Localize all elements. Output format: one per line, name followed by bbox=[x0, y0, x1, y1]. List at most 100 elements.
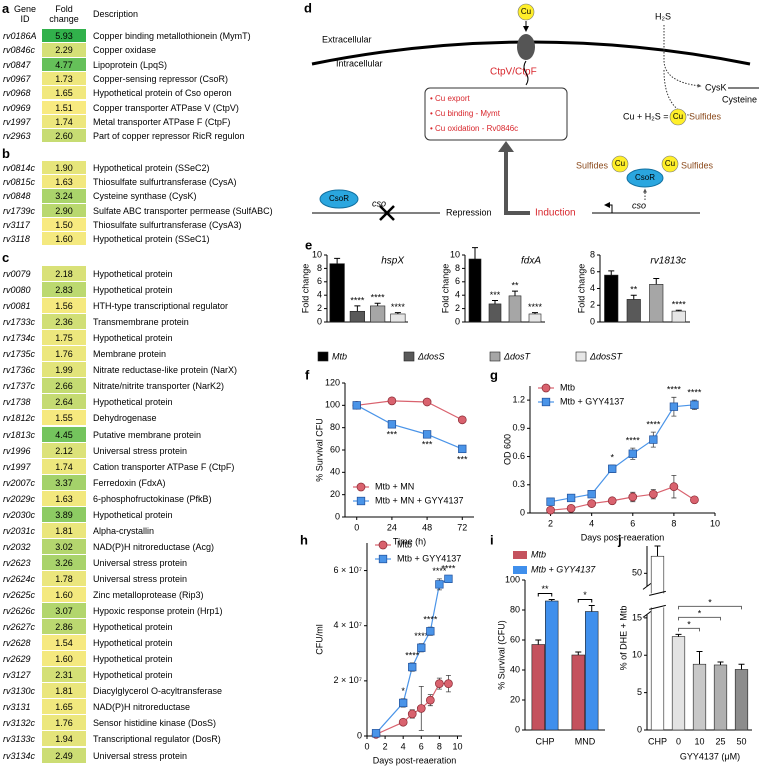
description: Copper oxidase bbox=[93, 45, 157, 56]
y-axis-label: % of DHE + Mtb bbox=[618, 606, 628, 671]
legend-marker bbox=[378, 540, 388, 550]
marker bbox=[587, 490, 596, 499]
y-tick-label: 4 bbox=[455, 290, 460, 300]
gene-id: rv0967 bbox=[3, 73, 31, 84]
legend-label: Mtb + GYY4137 bbox=[531, 564, 596, 574]
error-bar bbox=[472, 247, 478, 260]
annotation: * bbox=[708, 598, 712, 608]
error-bar bbox=[608, 270, 615, 276]
bar bbox=[585, 611, 599, 731]
bracket bbox=[678, 616, 721, 621]
annotation: **** bbox=[371, 293, 386, 303]
description: Universal stress protein bbox=[93, 573, 188, 584]
fold-change-cell: 1.76 bbox=[42, 715, 86, 732]
description: Hypothetical protein bbox=[93, 509, 173, 520]
y-tick-label: 120 bbox=[325, 377, 340, 387]
label: Intracellular bbox=[336, 58, 383, 68]
legend-swatch bbox=[317, 351, 329, 362]
bar bbox=[329, 263, 345, 323]
y-tick-label: 0 bbox=[515, 724, 520, 734]
fold-change-cell: 3.24 bbox=[42, 189, 86, 204]
error-bar bbox=[548, 599, 555, 601]
y-axis-label: % Survival (CFU) bbox=[496, 620, 506, 690]
gene-id: rv3130c bbox=[3, 686, 36, 697]
y-axis-label: % Survival CFU bbox=[314, 418, 324, 482]
fold-change-cell: 2.36 bbox=[42, 314, 86, 331]
axis-break bbox=[649, 604, 666, 610]
marker bbox=[416, 704, 426, 713]
x-tick-label: CHP bbox=[648, 736, 667, 746]
description: Thiosulfate sulfurtransferase (CysA) bbox=[93, 177, 237, 188]
bar bbox=[671, 310, 686, 323]
x-tick-label: 0 bbox=[364, 741, 369, 751]
gene-id: rv2624c bbox=[3, 573, 36, 584]
y-tick-label: 6 bbox=[590, 266, 595, 276]
x-tick-label: 8 bbox=[437, 741, 442, 751]
description: Hypothetical protein bbox=[93, 638, 173, 649]
legend-label: Mtb bbox=[560, 382, 575, 392]
copper-ion bbox=[661, 155, 679, 173]
y-tick-label: 0 bbox=[335, 511, 340, 521]
description: HTH-type transcriptional regulator bbox=[93, 301, 229, 312]
y-tick-label: 100 bbox=[505, 574, 520, 584]
gene-id: rv0186A bbox=[3, 31, 37, 41]
panel-label: g bbox=[490, 367, 498, 382]
description: Hypothetical protein (SSeC2) bbox=[93, 163, 210, 173]
error-bar bbox=[588, 605, 595, 612]
y-axis-label: Fold change bbox=[576, 264, 586, 314]
fold-change-cell: 1.50 bbox=[42, 217, 86, 232]
marker bbox=[371, 729, 381, 738]
gene-id: rv3131 bbox=[3, 702, 31, 713]
fold-change-cell: 1.99 bbox=[42, 362, 86, 379]
effect-box bbox=[424, 87, 568, 141]
y-tick-label: 20 bbox=[510, 694, 520, 704]
error-bar bbox=[374, 302, 381, 306]
error-bar bbox=[738, 663, 745, 670]
panel-label: e bbox=[305, 237, 312, 252]
description: Hypothetical protein bbox=[93, 333, 173, 344]
marker bbox=[587, 499, 597, 508]
annotation: ** bbox=[630, 285, 638, 295]
y-tick-label: 0 bbox=[455, 316, 460, 326]
marker bbox=[352, 401, 361, 410]
label: Sulfides bbox=[681, 160, 714, 170]
bar bbox=[545, 600, 559, 731]
legend-swatch bbox=[513, 551, 527, 559]
annotation: **** bbox=[672, 300, 687, 310]
description: Metal transporter ATPase F (CtpF) bbox=[93, 116, 231, 127]
legend-label: ΔdosS bbox=[417, 351, 445, 361]
chart-title: fdxA bbox=[521, 256, 541, 267]
tables: a Gene ID Fold change Description rv0186A 5.9… bbox=[0, 0, 292, 772]
y-tick-label: 4 bbox=[317, 290, 322, 300]
y-tick-label: 0 bbox=[590, 316, 595, 326]
panel-label: j bbox=[617, 532, 622, 547]
fold-change-cell: 3.89 bbox=[42, 506, 86, 523]
error-bar bbox=[575, 651, 582, 655]
description: Hypothetical protein bbox=[93, 285, 173, 296]
x-axis-label: Time (h) bbox=[393, 536, 426, 546]
y-tick-label: 8 bbox=[590, 249, 595, 259]
label: CsoR bbox=[635, 173, 655, 182]
description: Universal stress protein bbox=[93, 750, 188, 761]
description: Hypoxic response protein (Hrp1) bbox=[93, 606, 223, 617]
fold-change-cell: 1.74 bbox=[42, 114, 86, 130]
x-axis-label: GYY4137 (μM) bbox=[680, 751, 740, 761]
y-tick-label: 2 bbox=[455, 303, 460, 313]
fold-change-cell: 4.77 bbox=[42, 57, 86, 72]
description: 6-phosphofructokinase (PfkB) bbox=[93, 493, 212, 504]
y-tick-label: 0 bbox=[520, 507, 525, 517]
x-tick-label: 48 bbox=[422, 522, 432, 532]
annotation: ** bbox=[511, 281, 519, 291]
fold-change-cell: 1.60 bbox=[42, 232, 86, 247]
panel-label: h bbox=[300, 532, 308, 547]
legend-marker bbox=[541, 397, 551, 407]
y-tick-label: 6 × 10⁷ bbox=[333, 565, 362, 575]
error-bar bbox=[653, 277, 660, 285]
marker bbox=[607, 496, 617, 506]
fold-change-cell: 1.74 bbox=[42, 458, 86, 475]
gene-id: rv3127 bbox=[3, 670, 31, 681]
description: Zinc metalloprotease (Rip3) bbox=[93, 590, 204, 600]
fold-change-cell: 1.81 bbox=[42, 683, 86, 700]
fold-change-cell: 3.26 bbox=[42, 554, 86, 571]
promoter bbox=[604, 202, 613, 213]
